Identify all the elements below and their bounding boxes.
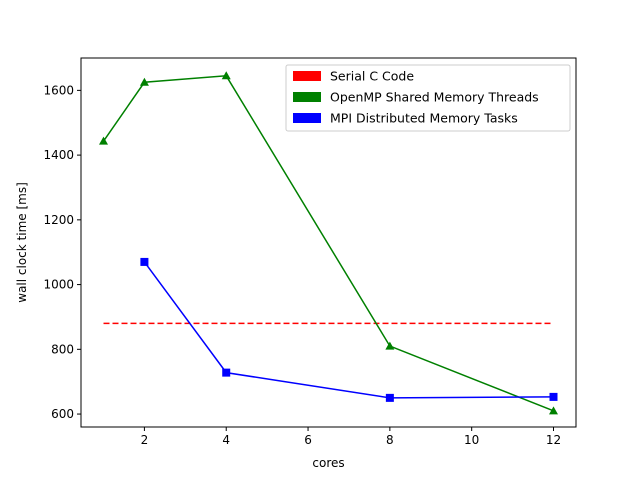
data-point xyxy=(549,406,558,415)
data-point xyxy=(385,393,394,402)
legend-label: MPI Distributed Memory Tasks xyxy=(330,111,518,126)
y-axis-label: wall clock time [ms] xyxy=(15,182,29,303)
data-point xyxy=(221,71,231,80)
y-tick-label: 1000 xyxy=(43,278,74,292)
legend-label: OpenMP Shared Memory Threads xyxy=(330,90,539,105)
x-tick-label: 6 xyxy=(304,433,312,447)
legend-frame xyxy=(285,64,571,132)
x-tick-label: 4 xyxy=(222,433,230,447)
axes-frame xyxy=(80,57,577,428)
series-1 xyxy=(99,71,558,415)
legend-swatch xyxy=(293,92,321,102)
y-tick-label: 1200 xyxy=(43,213,74,227)
x-tick-label: 10 xyxy=(464,433,479,447)
y-tick-label: 1400 xyxy=(43,148,74,162)
y-tick-label: 600 xyxy=(51,407,74,421)
y-tick-label: 1600 xyxy=(43,83,74,97)
series-line xyxy=(143,261,554,399)
legend-swatch xyxy=(293,113,321,123)
series-2 xyxy=(140,257,558,402)
data-point xyxy=(385,341,395,350)
x-axis: 2 4 6 8 10 12 xyxy=(141,427,561,447)
x-tick-label: 2 xyxy=(141,433,149,447)
x-tick-label: 8 xyxy=(386,433,394,447)
data-point xyxy=(549,392,558,401)
data-point xyxy=(139,77,149,86)
x-tick-label: 12 xyxy=(546,433,561,447)
legend: Serial C Code OpenMP Shared Memory Thread… xyxy=(285,64,571,132)
data-point xyxy=(99,136,108,145)
x-axis-label: cores xyxy=(312,456,344,470)
plot-area xyxy=(99,71,558,415)
y-axis: 600 800 1000 1200 1400 1600 xyxy=(43,83,81,421)
legend-swatch xyxy=(293,71,321,81)
y-tick-label: 800 xyxy=(51,342,74,356)
data-point xyxy=(222,368,231,377)
legend-label: Serial C Code xyxy=(330,69,414,84)
data-point xyxy=(140,257,149,266)
